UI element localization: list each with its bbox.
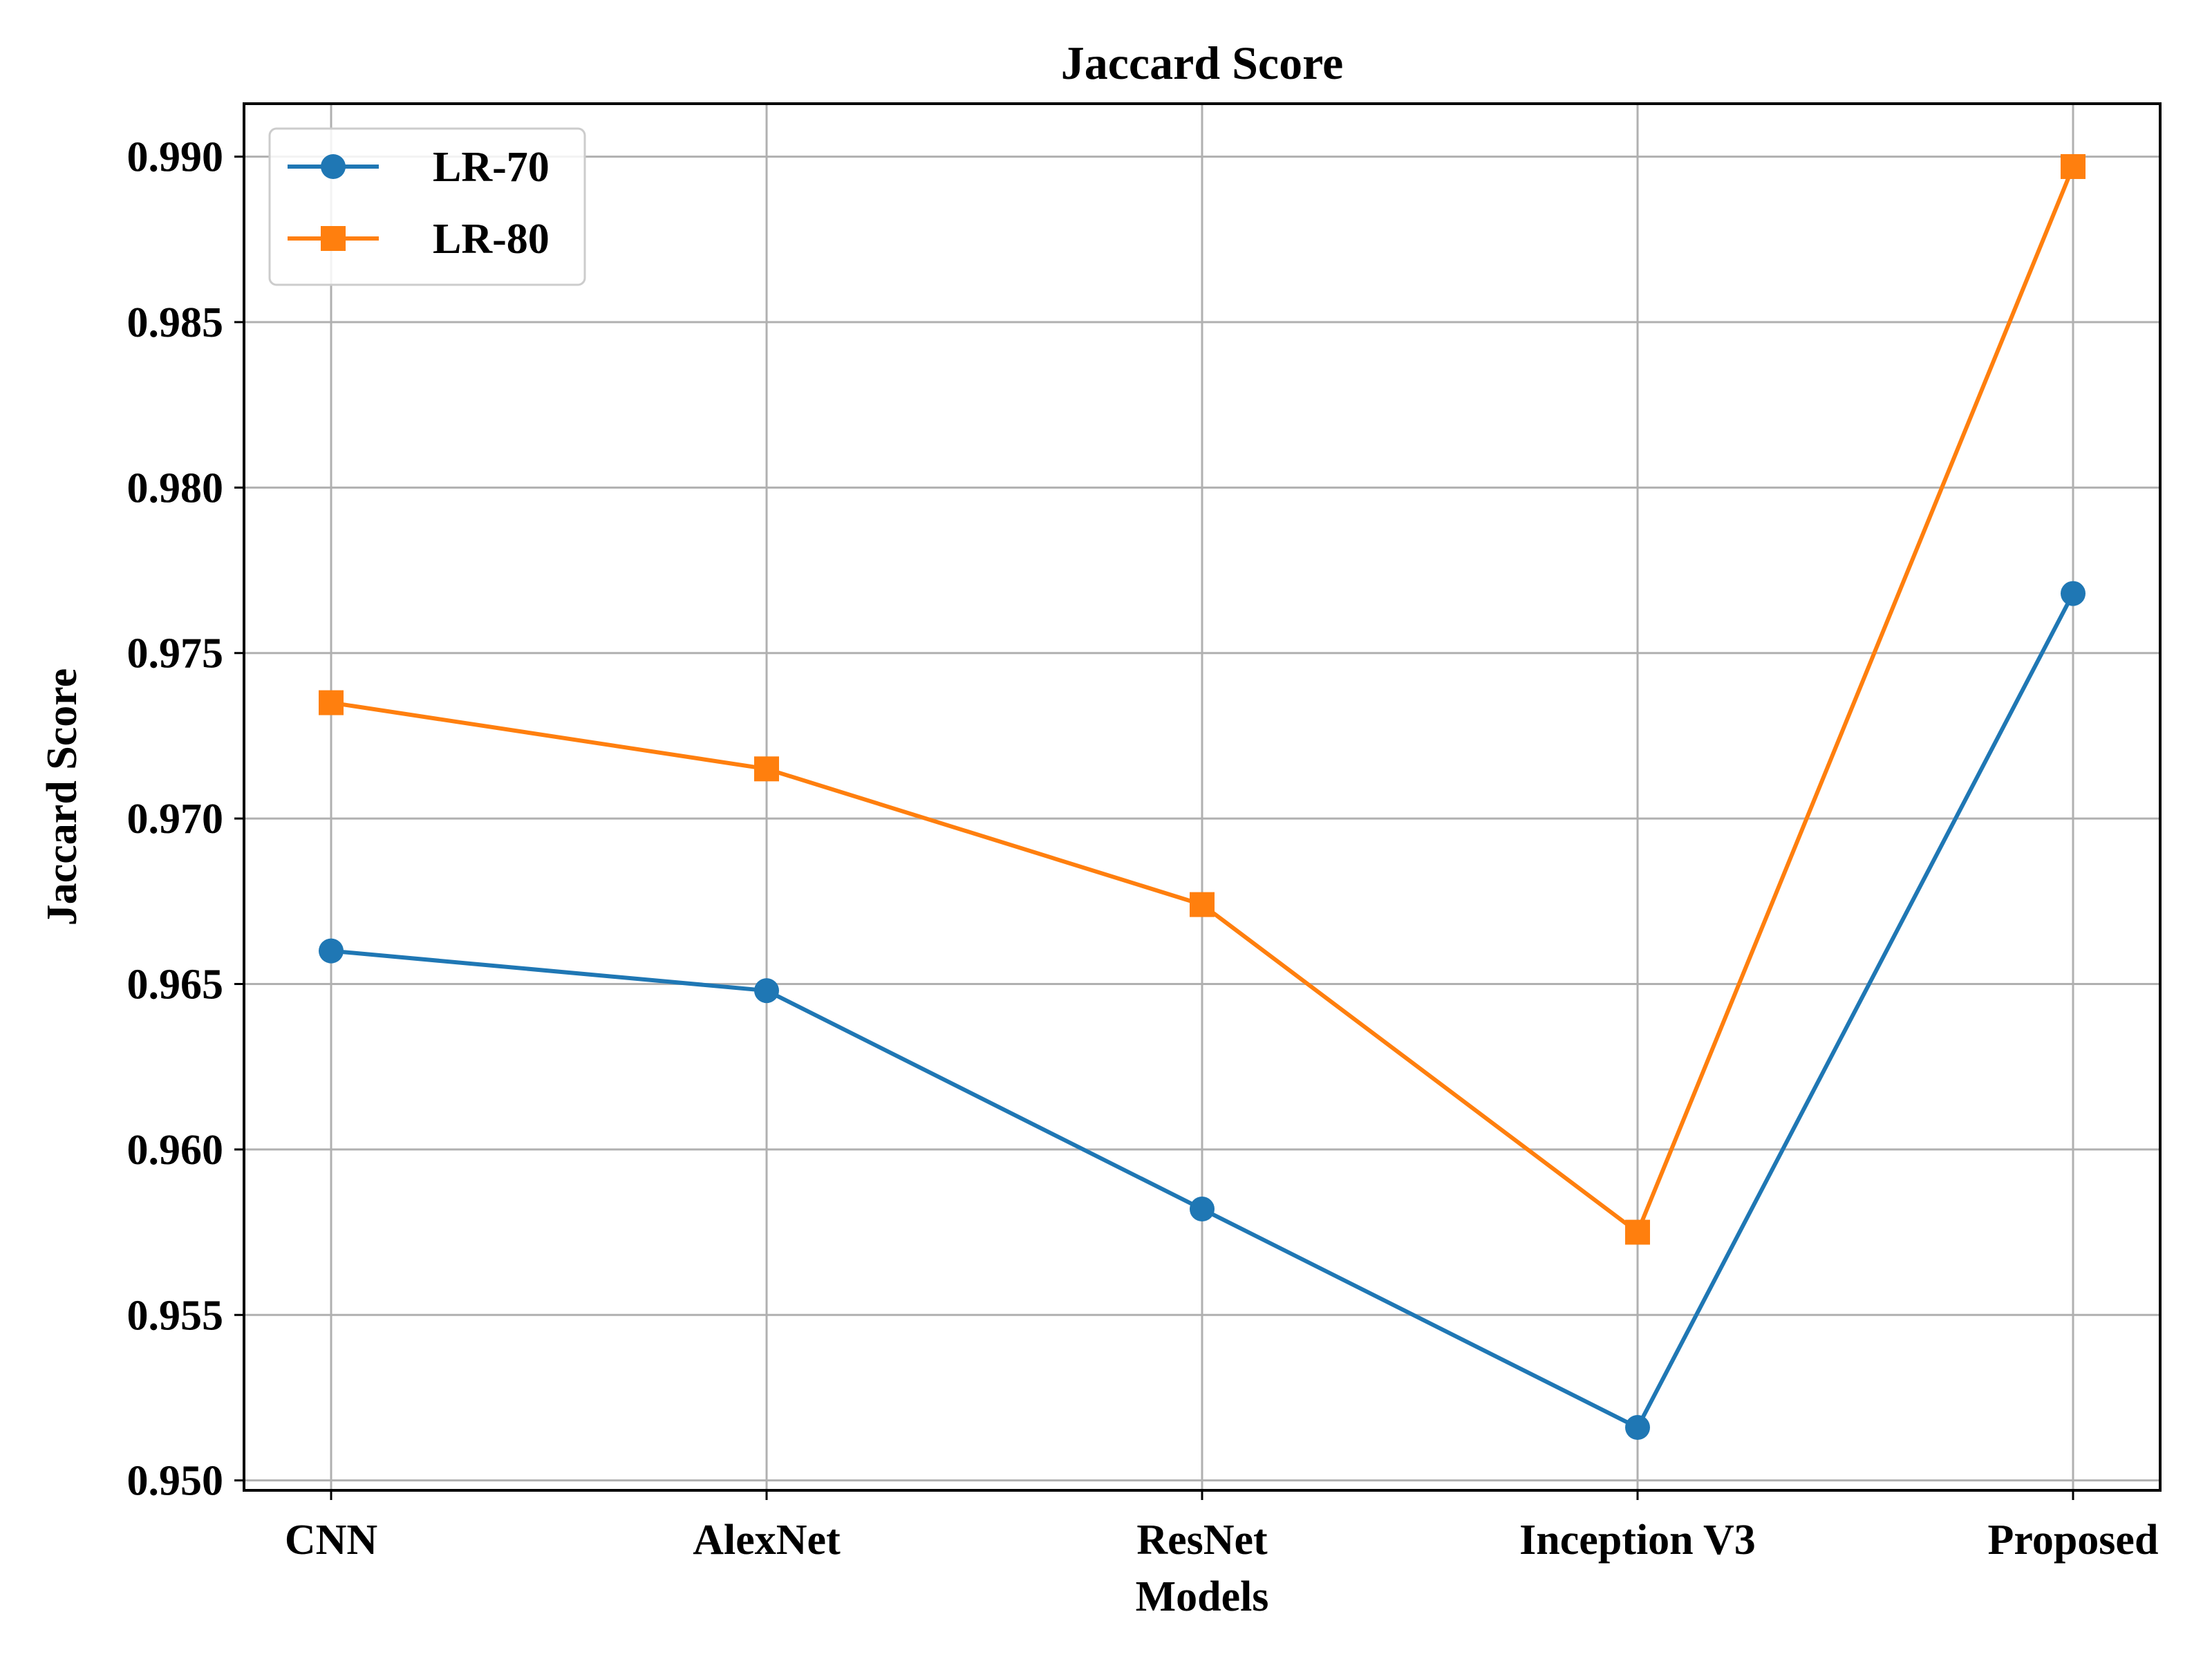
- tick-layer: CNN AlexNet ResNet Inception V3 Proposed 0.95…: [127, 134, 2159, 1564]
- data-point-lr-70: [2061, 581, 2086, 606]
- legend-marker-lr-80: [321, 226, 346, 251]
- data-point-lr-80: [1190, 892, 1215, 917]
- chart-title: Jaccard Score: [1061, 37, 1344, 89]
- y-tick-label: 0.990: [127, 134, 224, 181]
- y-tick-label: 0.950: [127, 1458, 224, 1505]
- data-point-lr-70: [1625, 1415, 1650, 1441]
- y-tick-label: 0.955: [127, 1292, 224, 1339]
- legend-label-lr-80: LR-80: [433, 216, 550, 263]
- data-point-lr-70: [754, 978, 779, 1004]
- grid-layer: [244, 104, 2160, 1490]
- y-tick-label: 0.980: [127, 465, 224, 512]
- x-tick-label: ResNet: [1136, 1517, 1268, 1564]
- y-tick-label: 0.975: [127, 630, 224, 677]
- data-point-lr-70: [319, 938, 344, 964]
- x-tick-label: Inception V3: [1519, 1517, 1756, 1564]
- y-tick-label: 0.960: [127, 1127, 224, 1174]
- x-tick-label: CNN: [285, 1517, 377, 1564]
- data-point-lr-70: [1190, 1197, 1215, 1222]
- data-point-lr-80: [1625, 1219, 1650, 1245]
- legend-marker-lr-70: [321, 154, 346, 179]
- x-tick-label: Proposed: [1988, 1517, 2159, 1564]
- data-point-lr-80: [754, 756, 779, 782]
- y-axis-label: Jaccard Score: [39, 668, 86, 926]
- y-tick-label: 0.985: [127, 299, 224, 346]
- x-tick-label: AlexNet: [693, 1517, 841, 1564]
- data-point-lr-80: [319, 690, 344, 715]
- y-tick-label: 0.970: [127, 796, 224, 843]
- legend: LR-70 LR-80: [268, 127, 586, 286]
- y-tick-label: 0.965: [127, 961, 224, 1008]
- legend-label-lr-70: LR-70: [433, 144, 550, 191]
- series-layer: [319, 153, 2086, 1441]
- x-axis-label: Models: [1136, 1573, 1269, 1620]
- data-point-lr-80: [2061, 153, 2086, 179]
